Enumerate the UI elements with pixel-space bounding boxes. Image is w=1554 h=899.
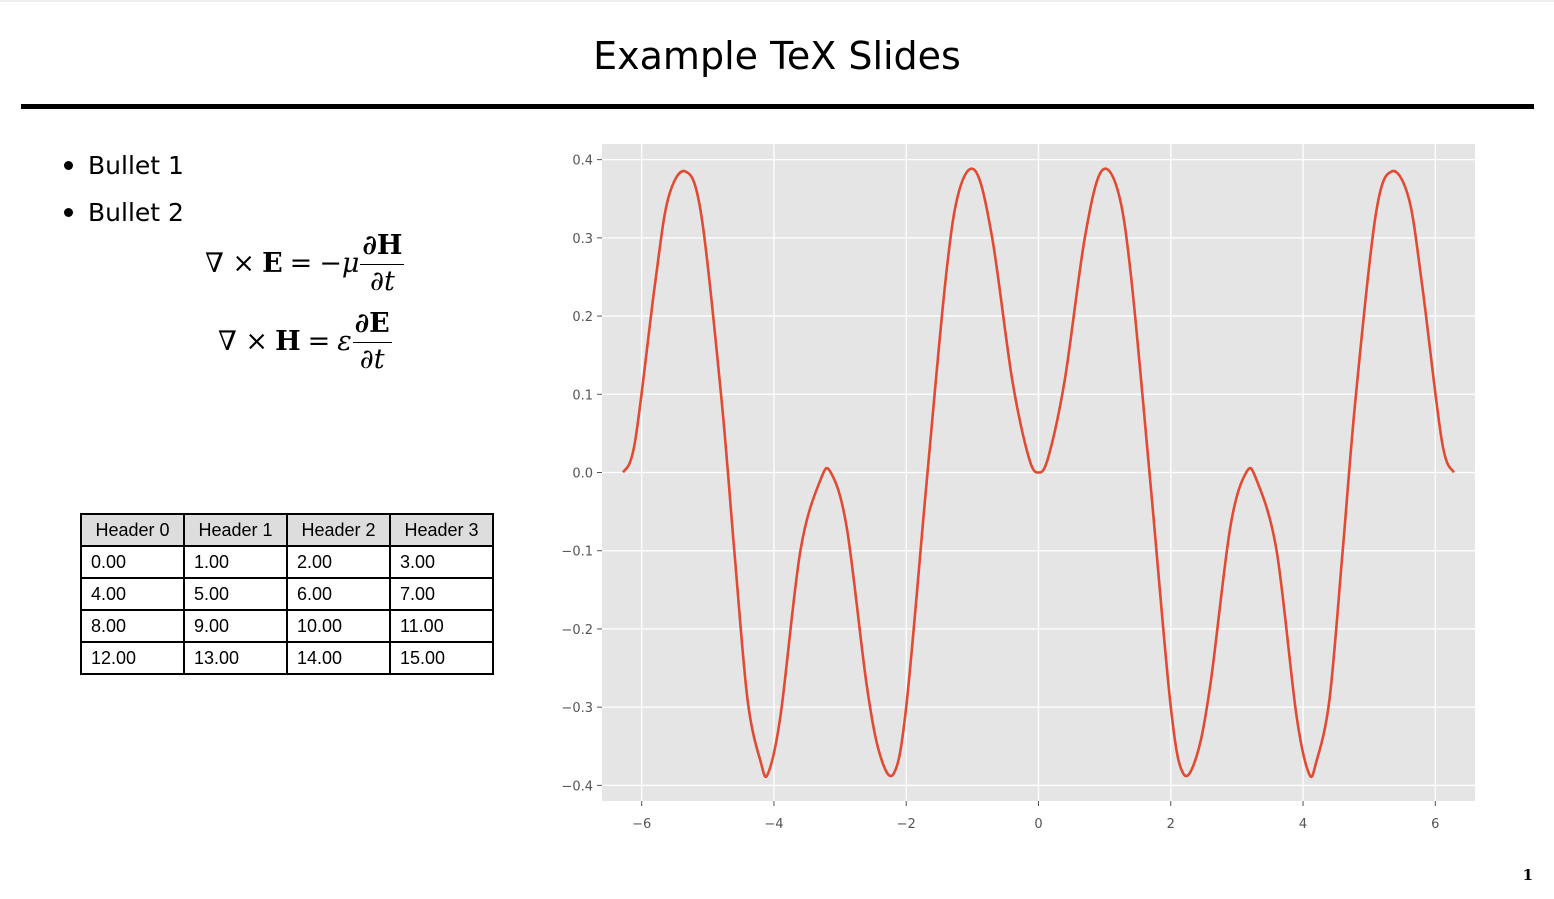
equation-faraday: ∇ × E = −μ ∂H ∂t <box>205 228 405 299</box>
table-cell: 12.00 <box>80 641 185 675</box>
denominator: ∂t <box>359 344 385 375</box>
table-cell: 13.00 <box>183 641 288 675</box>
table-cell: 8.00 <box>80 609 185 643</box>
curl-operator: ∇ × <box>205 248 256 279</box>
x-tick-label: −2 <box>897 817 916 832</box>
bullet-text: Bullet 2 <box>88 197 184 227</box>
equation-variable: H <box>275 326 301 357</box>
table-cell: 4.00 <box>80 577 185 611</box>
table-cell: 7.00 <box>389 577 494 611</box>
table-cell: 6.00 <box>286 577 391 611</box>
bullet-text: Bullet 1 <box>88 150 184 180</box>
y-tick-label: 0.3 <box>572 232 593 247</box>
table-row: 0.00 1.00 2.00 3.00 <box>80 545 494 579</box>
table-row: 12.00 13.00 14.00 15.00 <box>80 641 494 675</box>
bullet-item: Bullet 2 <box>64 189 184 236</box>
line-chart: −6 −4 −2 0 2 4 6 0.4 0.3 0.2 0.1 0.0 −0.1 −0.2 −0.3 −0.… <box>561 144 1475 832</box>
fraction: ∂E ∂t <box>352 306 392 377</box>
x-tick-label: 2 <box>1167 817 1175 832</box>
x-tick-label: −4 <box>764 817 783 832</box>
numerator: ∂H <box>360 228 405 265</box>
table-row: 8.00 9.00 10.00 11.00 <box>80 609 494 643</box>
table-row: 4.00 5.00 6.00 7.00 <box>80 577 494 611</box>
page-number: 1 <box>1522 866 1533 884</box>
table-cell: 2.00 <box>286 545 391 579</box>
table-cell: 10.00 <box>286 609 391 643</box>
table-cell: 15.00 <box>389 641 494 675</box>
x-tick-label: 0 <box>1034 817 1042 832</box>
table-cell: 3.00 <box>389 545 494 579</box>
denominator: ∂t <box>370 266 395 297</box>
table-header-row: Header 0 Header 1 Header 2 Header 3 <box>80 513 494 547</box>
table-header: Header 3 <box>389 513 494 547</box>
equation-variable: E <box>262 248 283 279</box>
coefficient: ε <box>337 326 352 357</box>
table-cell: 14.00 <box>286 641 391 675</box>
y-tick-label: 0.0 <box>572 467 593 482</box>
x-tick-label: −6 <box>632 817 651 832</box>
equals-sign: = <box>289 248 313 279</box>
table-cell: 1.00 <box>183 545 288 579</box>
x-tick-label: 4 <box>1299 817 1307 832</box>
y-tick-label: −0.3 <box>561 701 593 716</box>
curl-operator: ∇ × <box>218 326 269 357</box>
title-divider <box>21 104 1534 109</box>
y-tick-label: 0.2 <box>572 310 593 325</box>
table-header: Header 2 <box>286 513 391 547</box>
coefficient: −μ <box>319 248 360 279</box>
y-tick-label: 0.1 <box>572 388 593 403</box>
x-tick-label: 6 <box>1431 817 1439 832</box>
table-cell: 5.00 <box>183 577 288 611</box>
equals-sign: = <box>307 326 331 357</box>
y-tick-label: −0.1 <box>561 545 593 560</box>
table-header: Header 0 <box>80 513 185 547</box>
series-line <box>621 167 1456 779</box>
y-tick-label: −0.4 <box>561 779 593 794</box>
top-border <box>0 0 1554 2</box>
table-cell: 11.00 <box>389 609 494 643</box>
bullet-dot-icon <box>64 208 73 217</box>
table-cell: 9.00 <box>183 609 288 643</box>
equation-ampere: ∇ × H = ε ∂E ∂t <box>218 306 392 377</box>
bullet-dot-icon <box>64 161 73 170</box>
bullet-item: Bullet 1 <box>64 142 184 189</box>
slide-title: Example TeX Slides <box>593 34 961 78</box>
table-cell: 0.00 <box>80 545 185 579</box>
bullet-list: Bullet 1 Bullet 2 <box>64 142 184 236</box>
numerator: ∂E <box>352 306 392 343</box>
fraction: ∂H ∂t <box>360 228 405 299</box>
data-table: Header 0 Header 1 Header 2 Header 3 0.00… <box>80 513 494 675</box>
y-tick-label: 0.4 <box>572 154 593 169</box>
y-tick-label: −0.2 <box>561 623 593 638</box>
table-header: Header 1 <box>183 513 288 547</box>
